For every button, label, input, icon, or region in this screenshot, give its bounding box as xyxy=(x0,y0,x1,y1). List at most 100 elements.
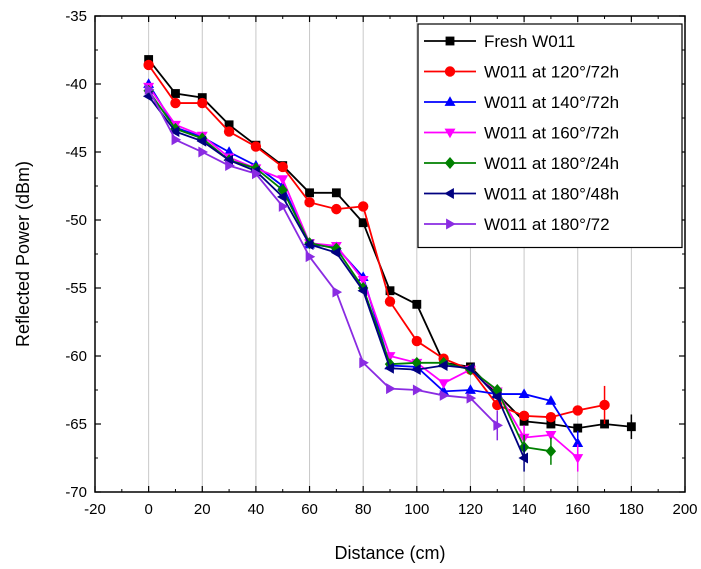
data-point xyxy=(412,384,423,396)
data-point xyxy=(546,419,556,429)
data-point xyxy=(196,135,207,147)
series-7 xyxy=(144,83,503,441)
data-point xyxy=(277,191,287,203)
data-point xyxy=(198,146,208,158)
data-point xyxy=(223,146,235,156)
data-point xyxy=(171,89,180,98)
x-tick-label: 180 xyxy=(619,501,644,518)
data-point xyxy=(439,389,450,401)
data-point xyxy=(384,362,394,374)
data-point xyxy=(225,160,235,172)
legend-item: W011 at 180°/24h xyxy=(424,154,619,173)
data-point xyxy=(357,275,369,286)
data-point xyxy=(573,423,583,433)
data-point xyxy=(144,83,155,95)
legend-item: W011 at 140°/72h xyxy=(424,93,619,112)
data-point xyxy=(545,445,557,458)
data-point xyxy=(143,59,154,71)
data-point xyxy=(545,412,557,423)
data-point xyxy=(493,419,503,431)
data-point xyxy=(305,188,314,198)
data-point xyxy=(519,416,529,426)
data-point xyxy=(197,97,208,109)
data-point xyxy=(491,391,502,403)
x-tick-label: 100 xyxy=(404,501,429,518)
data-point xyxy=(385,286,395,296)
y-tick-label: -50 xyxy=(65,212,87,229)
data-point xyxy=(384,296,396,307)
legend-marker xyxy=(445,36,455,46)
legend-box xyxy=(417,23,683,249)
data-point xyxy=(572,405,583,416)
data-point xyxy=(518,410,530,422)
x-tick-label: 140 xyxy=(512,501,537,518)
data-point xyxy=(572,437,584,447)
legend-label: W011 at 160°/72h xyxy=(484,124,619,143)
data-point xyxy=(411,356,423,369)
data-point xyxy=(252,168,262,180)
data-point xyxy=(358,218,368,228)
data-point xyxy=(332,286,343,298)
data-point xyxy=(144,55,154,64)
data-point xyxy=(223,154,233,166)
x-tick-label: 80 xyxy=(355,501,372,518)
y-tick-label: -70 xyxy=(65,484,87,501)
data-point xyxy=(223,126,235,137)
data-point xyxy=(357,285,368,297)
x-tick-label: 120 xyxy=(458,501,483,518)
data-point xyxy=(224,120,234,130)
y-tick-label: -40 xyxy=(65,76,87,93)
x-tick-label: 200 xyxy=(672,501,697,518)
data-point xyxy=(277,175,289,185)
x-tick-label: 60 xyxy=(301,501,318,518)
legend-item: W011 at 160°/72h xyxy=(424,124,619,143)
data-point xyxy=(331,203,342,215)
data-point xyxy=(330,247,341,259)
legend-label: W011 at 180°/24h xyxy=(484,154,619,173)
y-axis-title: Reflected Power (dBm) xyxy=(13,161,33,347)
data-point xyxy=(169,126,180,138)
legend-label: W011 at 120°/72h xyxy=(484,63,619,82)
data-point xyxy=(197,93,207,103)
data-point xyxy=(412,299,422,309)
data-point xyxy=(518,388,530,398)
data-point xyxy=(277,161,288,173)
data-point xyxy=(359,357,369,369)
data-point xyxy=(303,239,314,250)
legend: Fresh W011 W011 at 120°/72h W011 at 140°/7… xyxy=(417,23,683,249)
y-tick-label: -55 xyxy=(65,280,87,297)
y-tick-label: -35 xyxy=(65,8,87,25)
data-point xyxy=(305,251,316,263)
x-tick-label: -20 xyxy=(84,501,106,518)
y-tick-label: -65 xyxy=(65,416,87,433)
data-point xyxy=(304,197,315,208)
x-tick-label: 20 xyxy=(194,501,211,518)
legend-marker xyxy=(444,157,456,169)
data-point xyxy=(171,134,182,146)
legend-label: W011 at 140°/72h xyxy=(484,93,619,112)
legend-marker xyxy=(444,96,456,106)
data-point xyxy=(438,379,450,389)
legend-marker xyxy=(444,128,456,139)
x-tick-label: 0 xyxy=(144,501,152,518)
data-point xyxy=(170,97,181,109)
series-line xyxy=(147,90,552,453)
legend-label: W011 at 180°/48h xyxy=(484,185,619,204)
legend-item: W011 at 180°/72 xyxy=(424,215,610,234)
legend-item: Fresh W011 xyxy=(424,32,575,51)
legend-marker xyxy=(446,218,456,230)
x-tick-label: 40 xyxy=(248,501,265,518)
data-point xyxy=(411,335,423,347)
y-tick-label: -45 xyxy=(65,144,87,161)
x-axis-title: Distance (cm) xyxy=(334,543,445,563)
legend-item: W011 at 120°/72h xyxy=(424,63,619,82)
data-point xyxy=(545,395,557,405)
axis-ticks: -20 0 20 40 60 80 100 120 140 160 180 200 -70 -65 -60 -… xyxy=(65,8,697,518)
data-point xyxy=(599,399,610,411)
data-point xyxy=(357,201,369,212)
legend-marker xyxy=(444,188,454,199)
data-point xyxy=(411,364,421,376)
data-point xyxy=(331,188,341,198)
data-point xyxy=(626,422,636,432)
